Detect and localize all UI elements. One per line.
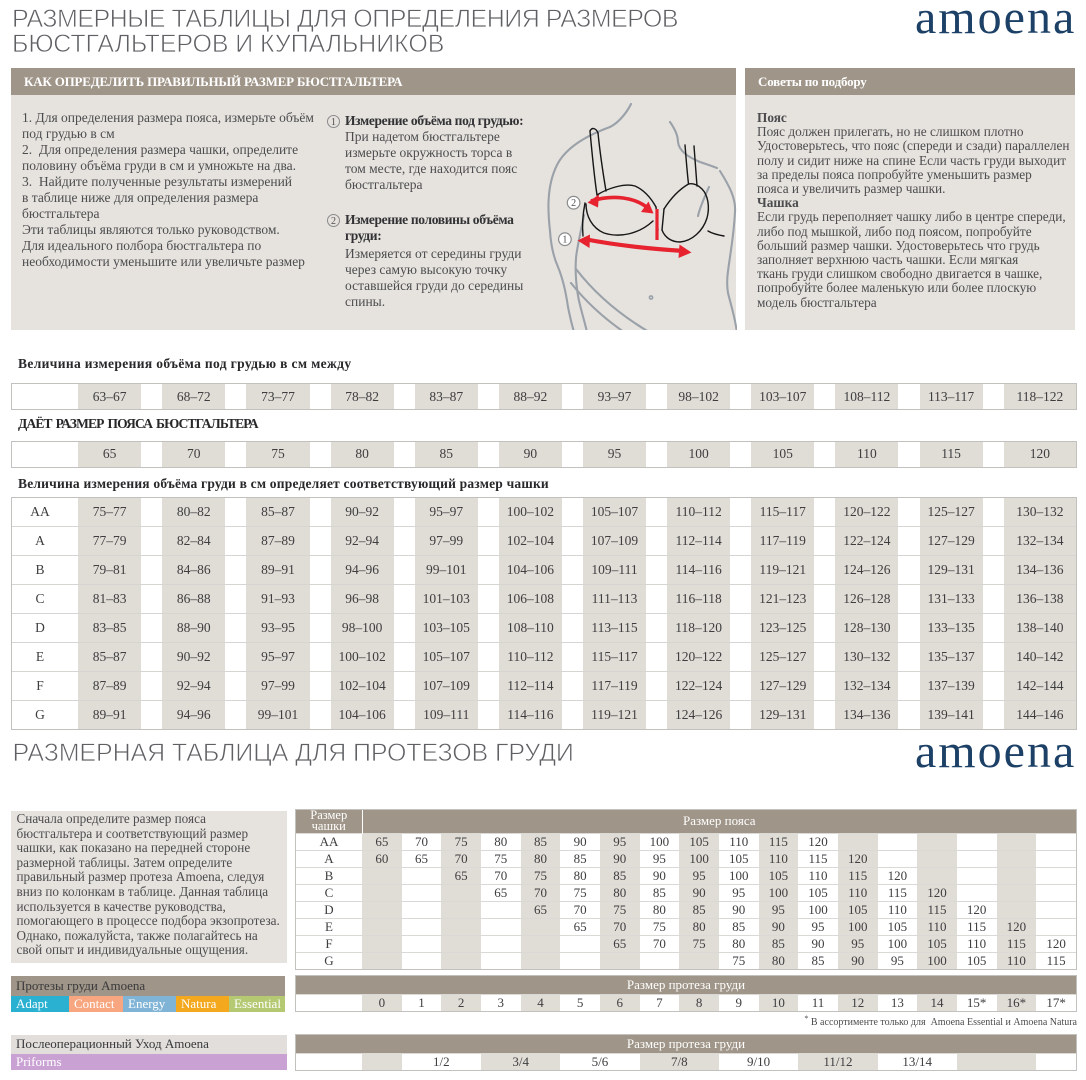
svg-text:1: 1 [562,235,567,246]
svg-text:2: 2 [571,198,576,209]
